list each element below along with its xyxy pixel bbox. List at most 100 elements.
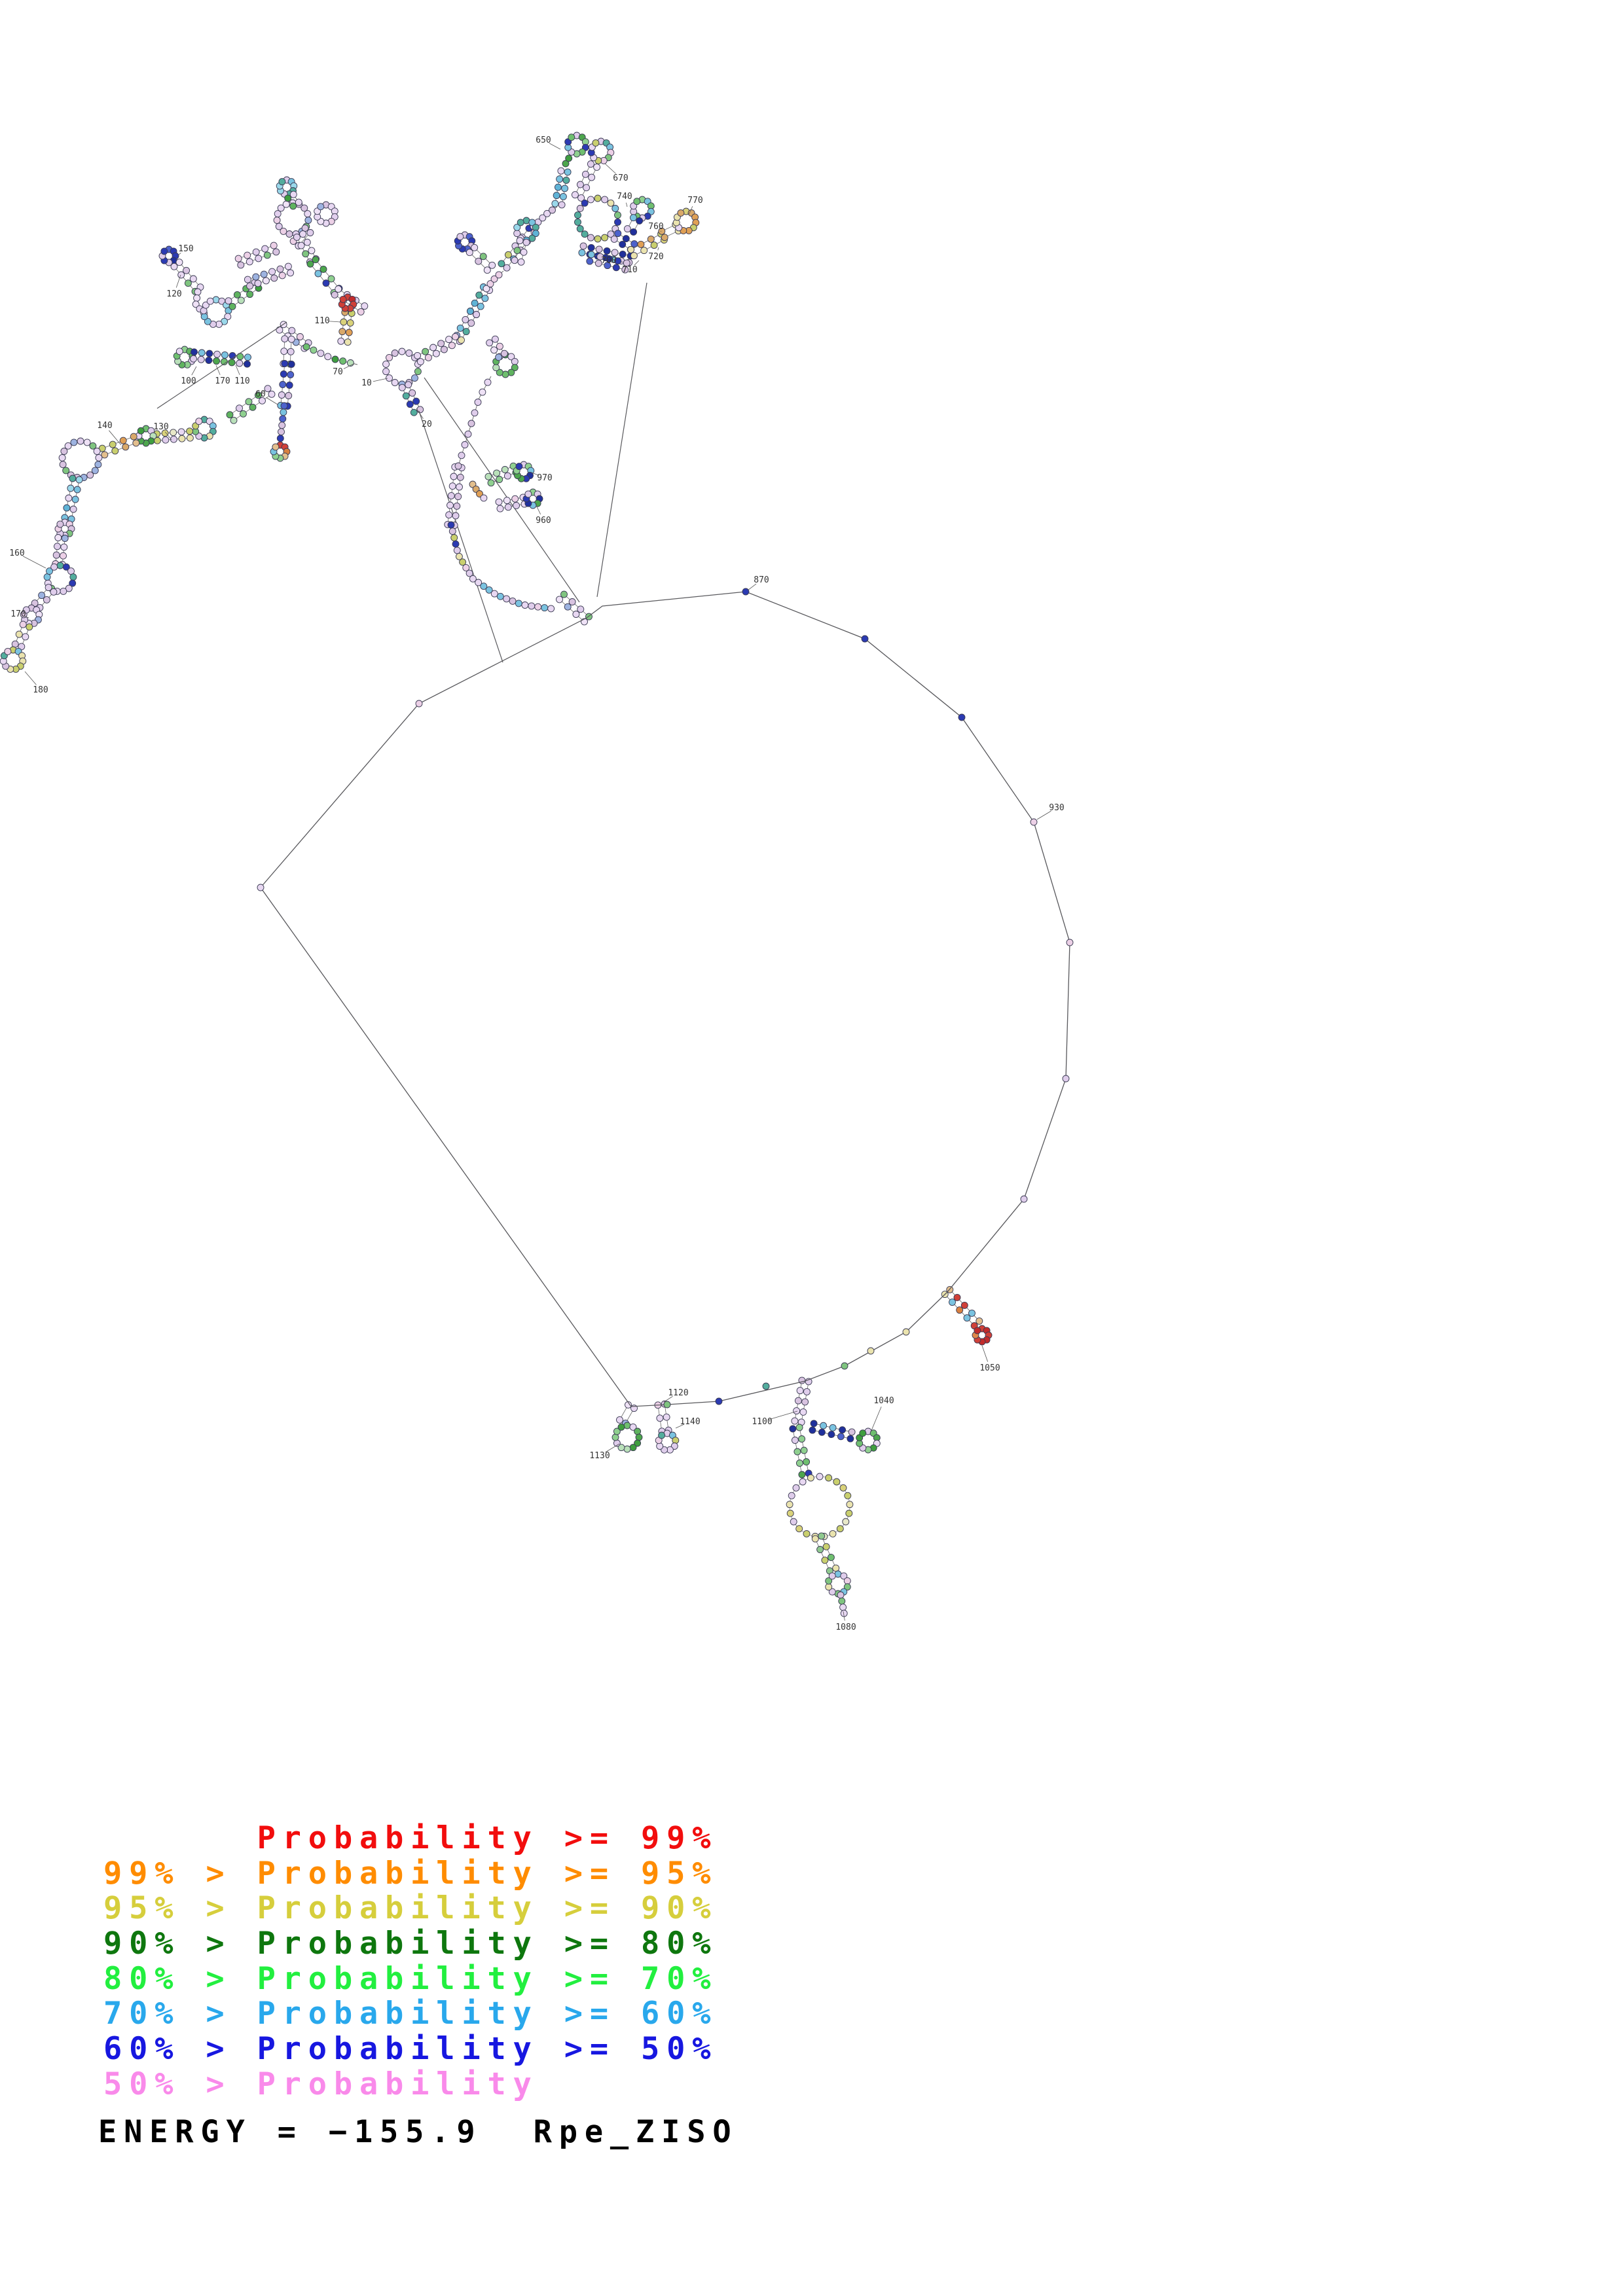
stem-ladder (276, 321, 312, 352)
sequence-position-label: 760 (648, 222, 663, 232)
loop-ring (192, 416, 217, 442)
stem-ladder (444, 463, 465, 529)
loop-ring (611, 1422, 643, 1453)
legend-line: 60% > Probability >= 50% (103, 2031, 718, 2068)
legend-line: 90% > Probability >= 80% (103, 1926, 718, 1962)
stem-ladder (556, 590, 593, 626)
sequence-position-label: 770 (687, 196, 702, 206)
stem-ladder (98, 433, 140, 459)
loop-ring (58, 437, 103, 481)
stem-ladder (153, 427, 194, 444)
nucleotide-chain (276, 402, 288, 442)
connector-line (424, 377, 580, 603)
sequence-position-label: 60 (255, 389, 266, 399)
nucleotide-chain (302, 343, 358, 367)
loop-ring (513, 461, 535, 482)
stem-ladder (571, 160, 601, 202)
sequence-position-label: 970 (537, 473, 552, 483)
sequence-position-label: 1050 (979, 1363, 1000, 1373)
sequence-position-label: 870 (754, 575, 769, 585)
sequence-position-label: 1100 (752, 1417, 772, 1427)
energy-label: ENERGY = −155.9 Rpe_ZISO (98, 2114, 739, 2150)
sequence-position-label: 110 (314, 316, 329, 326)
legend-line: 80% > Probability >= 70% (103, 1960, 718, 1997)
nucleotide-chain (837, 1591, 848, 1617)
loop-ring (158, 245, 179, 266)
connector-line (418, 410, 503, 663)
sequence-position-label: 1120 (668, 1388, 688, 1398)
loop-ring (587, 137, 615, 164)
loop-ring (54, 518, 75, 539)
stem-ladder (809, 1420, 856, 1443)
sequence-position-label: 650 (536, 135, 551, 145)
loop-ring (338, 293, 357, 312)
loop-ring (672, 207, 700, 234)
sequence-position-label: 1140 (680, 1417, 700, 1427)
loop-ring (856, 1427, 881, 1454)
sequence-position-label: 700 (601, 256, 616, 266)
loop-ring (564, 132, 589, 158)
legend-line: Probability >= 99% (103, 1820, 718, 1856)
connector-line (156, 321, 287, 409)
sequence-position-label: 100 (181, 376, 196, 386)
loop-ring (43, 562, 77, 595)
sequence-position-label: 130 (153, 422, 168, 432)
sequence-position-label: 710 (622, 265, 637, 275)
stem-ladder (337, 308, 356, 346)
loop-ring (454, 231, 476, 253)
legend-line: 50% > Probability (103, 2066, 539, 2102)
loop-ring (522, 488, 543, 509)
loop-ring (972, 1325, 993, 1346)
stem-ladder (789, 1424, 812, 1479)
position-labels: 10 20 60 70 100 110 110 120 130 140 150 160 170 170 18… (9, 135, 1064, 1632)
sequence-position-label: 1040 (873, 1396, 894, 1406)
stem-ladder (226, 385, 276, 424)
stem-ladder (511, 237, 530, 266)
nucleotide-chain (562, 154, 573, 168)
sequence-position-label: 170 (215, 376, 230, 386)
legend-line: 70% > Probability >= 60% (103, 1996, 718, 2032)
loop-ring (314, 201, 338, 227)
probability-legend: Probability >= 99% 99% > Probability >= 9… (103, 1821, 718, 2102)
connector-line (596, 282, 647, 598)
loop-ring (655, 1429, 680, 1454)
stem-ladder (623, 214, 644, 236)
stem-ladder (811, 1532, 840, 1575)
stem-ladder (284, 190, 302, 210)
stem-ladder (495, 493, 528, 512)
sequence-position-label: 120 (166, 289, 181, 299)
stem-ladder (31, 584, 58, 611)
loop-ring (630, 196, 655, 222)
sequence-position-label: 930 (1049, 803, 1064, 813)
sequence-position-label: 1080 (835, 1623, 856, 1632)
nucleotide-chain (483, 270, 504, 293)
sequence-position-label: 740 (617, 192, 632, 202)
sequence-position-label: 140 (97, 421, 112, 431)
loop-ring (135, 425, 157, 447)
stem-ladder (277, 360, 295, 410)
sequence-position-label: 180 (33, 685, 48, 695)
sequence-position-label: 960 (536, 516, 551, 526)
stem-ladder (398, 381, 424, 416)
stem-ladder (486, 335, 508, 361)
nucleotide-chain (447, 521, 555, 613)
loop-ring (574, 194, 621, 243)
sequence-position-label: 170 (10, 609, 26, 619)
nucleotide-chain (454, 376, 492, 470)
stem-ladder (465, 243, 496, 274)
stem-ladder (941, 1285, 983, 1330)
sequence-position-label: 110 (234, 376, 249, 386)
stem-ladder (791, 1376, 812, 1426)
sequence-position-label: 10 (361, 378, 372, 388)
stem-ladder (586, 251, 630, 274)
legend-line: 95% > Probability >= 90% (103, 1890, 718, 1927)
large-loop-polygon (257, 588, 1074, 1408)
sequence-position-label: 160 (9, 548, 24, 558)
loop-ring (786, 1473, 854, 1540)
stem-ladder (244, 262, 295, 290)
sequence-position-label: 70 (333, 367, 343, 377)
sequence-position-label: 150 (178, 244, 193, 254)
sequence-position-label: 20 (422, 420, 432, 429)
stem-ladder (61, 475, 83, 523)
